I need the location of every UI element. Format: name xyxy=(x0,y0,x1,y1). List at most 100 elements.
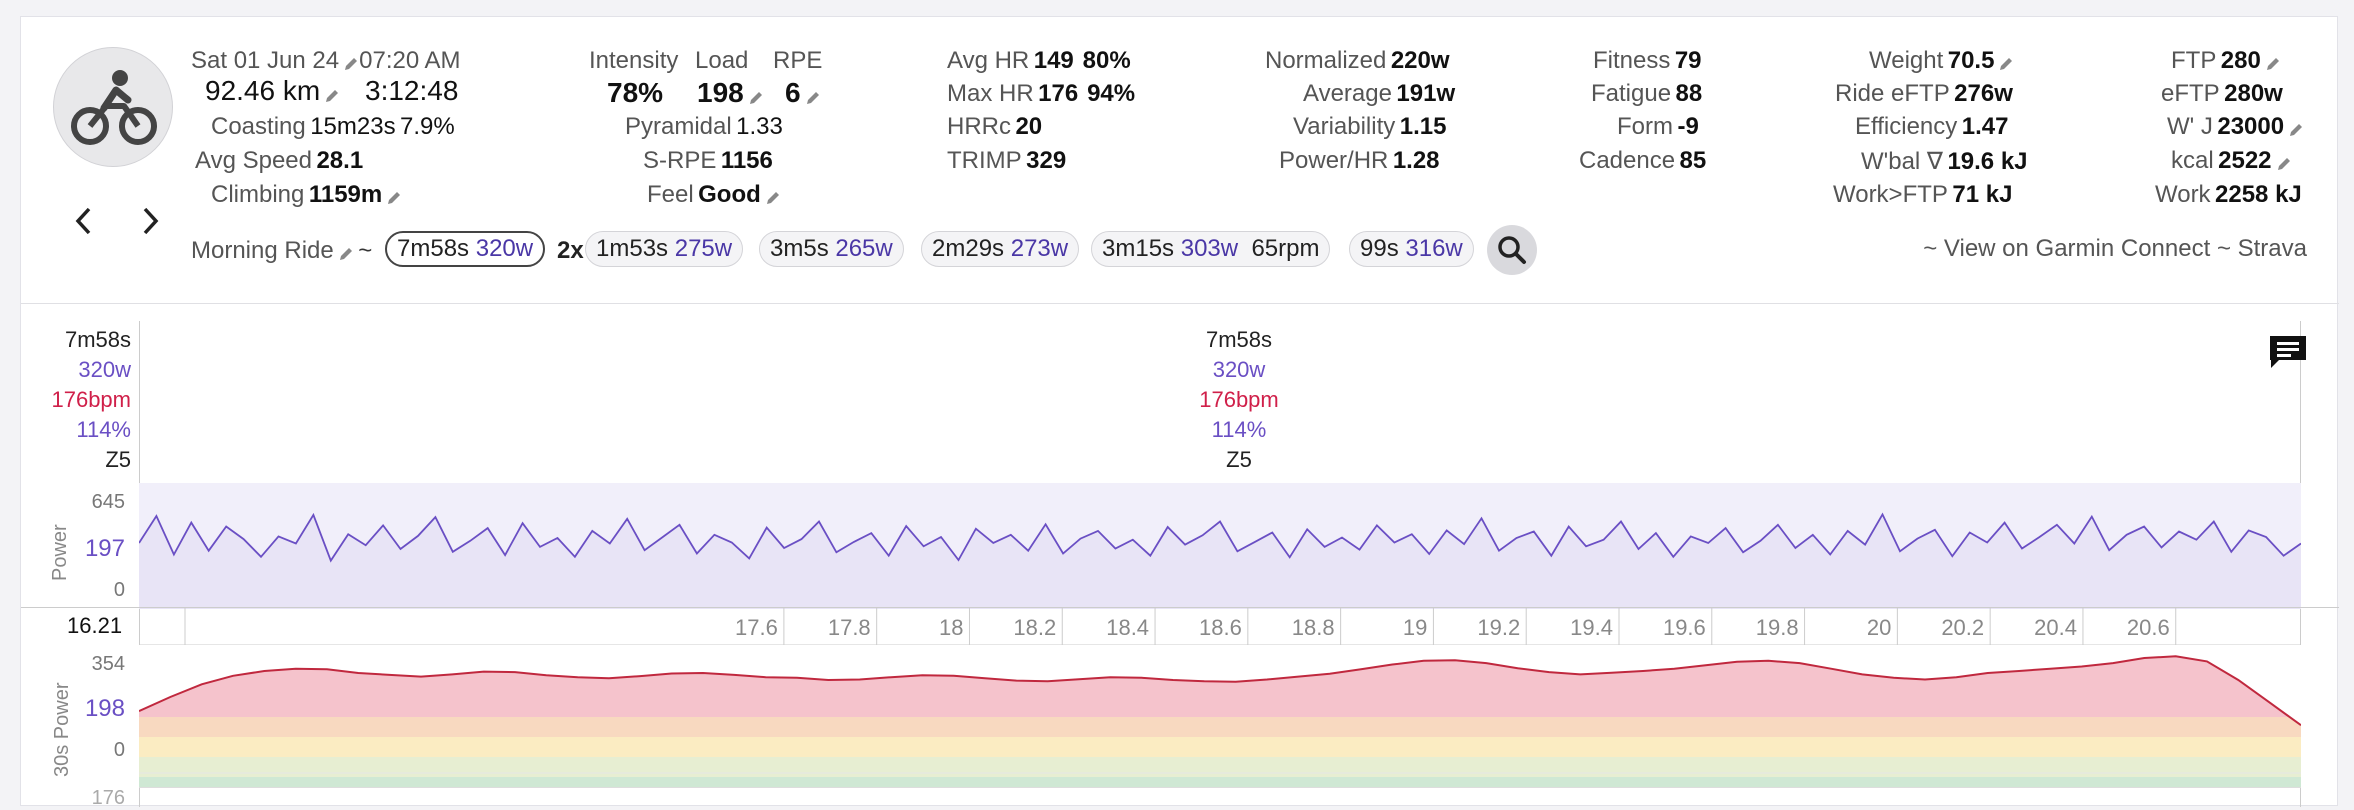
x-tick-label: 18.8 xyxy=(1292,615,1335,640)
feel-label: Feel xyxy=(647,181,694,208)
interval-chip[interactable]: 1m53s 275w xyxy=(585,231,744,267)
pencil-icon[interactable] xyxy=(748,90,764,106)
interval-chip[interactable]: 99s 316w xyxy=(1349,231,1474,267)
interval-chip[interactable]: 3m15s 303w 65rpm xyxy=(1091,231,1331,267)
interval-watts: 316w xyxy=(1405,235,1463,262)
variability-value: 1.15 xyxy=(1399,113,1447,140)
activity-panel: Sat 01 Jun 24 07:20 AM 92.46 km 3:12:48 C… xyxy=(20,16,2339,809)
ftp-field[interactable]: FTP 280 xyxy=(2171,47,2281,75)
interval-time: 3m5s xyxy=(770,235,829,262)
activity-name[interactable]: Morning Ride ~ xyxy=(191,237,372,265)
feel-field[interactable]: Feel Good xyxy=(647,181,781,209)
efficiency-label: Efficiency xyxy=(1855,113,1958,140)
activity-time: 07:20 AM xyxy=(359,47,461,74)
left-bpm: 176bpm xyxy=(51,387,131,412)
work-ftp-label: Work>FTP xyxy=(1833,181,1948,208)
trimp-value: 329 xyxy=(1026,147,1067,174)
center-time: 7m58s xyxy=(1205,327,1273,352)
kcal-field[interactable]: kcal 2522 xyxy=(2171,147,2292,175)
power30-chart[interactable] xyxy=(139,645,2301,787)
header-divider xyxy=(21,303,2339,304)
wj-field[interactable]: W' J 23000 xyxy=(2167,113,2304,141)
hrrc-label: HRRc xyxy=(947,113,1011,140)
search-icon xyxy=(1498,236,1526,264)
x-tick-label: 19.6 xyxy=(1663,615,1706,640)
hr-chart[interactable] xyxy=(139,787,2301,807)
pencil-icon[interactable] xyxy=(386,190,402,206)
rpe-value: 6 xyxy=(785,77,801,108)
average-value: 191w xyxy=(1396,80,1456,107)
work-ftp-value: 71 kJ xyxy=(1952,181,2013,208)
garmin-connect-link[interactable]: View on Garmin Connect xyxy=(1943,235,2211,262)
avg-hr-pct: 80% xyxy=(1082,47,1131,74)
ride-eftp-value: 276w xyxy=(1954,80,2013,107)
hr-ytick-partial: 176 xyxy=(91,787,125,809)
x-axis: 17.6 17.8 18 18.2 18.4 18.6 18.8 19 19.2 19.4 19.6… xyxy=(139,607,2301,646)
strava-link[interactable]: Strava xyxy=(2237,235,2307,262)
zone-band xyxy=(139,717,2301,737)
pencil-icon[interactable] xyxy=(324,88,340,104)
interval-chip[interactable]: 3m5s 265w xyxy=(759,231,904,267)
left-watts: 320w xyxy=(78,357,131,382)
x-start-label: 16.21 xyxy=(67,613,123,638)
zone-band xyxy=(139,757,2301,777)
x-tick-label: 20.2 xyxy=(1941,615,1984,640)
center-bpm: 176bpm xyxy=(1199,387,1279,412)
hrrc-value: 20 xyxy=(1015,113,1043,140)
x-tick-label: 18.2 xyxy=(1013,615,1056,640)
search-intervals-button[interactable] xyxy=(1487,225,1537,275)
interval-cadence: 65rpm xyxy=(1251,235,1320,262)
pencil-icon[interactable] xyxy=(1998,56,2014,72)
variability-label: Variability xyxy=(1293,113,1396,140)
pencil-icon[interactable] xyxy=(338,246,354,262)
interval-time: 7m58s xyxy=(397,235,470,262)
interval-chip[interactable]: 2m29s 273w xyxy=(921,231,1080,267)
power30-ytick-max: 354 xyxy=(91,653,125,675)
x-tick-label: 18 xyxy=(939,615,963,640)
pyramidal-label: Pyramidal xyxy=(625,113,732,140)
interval-time: 3m15s xyxy=(1102,235,1175,262)
rpe-field[interactable]: 6 xyxy=(785,77,821,109)
repeat-count: 2x xyxy=(557,237,584,264)
pencil-icon[interactable] xyxy=(765,190,781,206)
x-axis-line xyxy=(21,607,2339,608)
kcal-value: 2522 xyxy=(2218,147,2272,174)
coasting-label: Coasting xyxy=(211,113,306,140)
pencil-icon[interactable] xyxy=(343,56,359,72)
load-value: 198 xyxy=(697,77,744,108)
zone-band xyxy=(139,777,2301,787)
interval-chip[interactable]: 7m58s 320w xyxy=(385,231,546,267)
pencil-icon[interactable] xyxy=(2276,156,2292,172)
load-label: Load xyxy=(695,47,749,74)
duration-value: 3:12:48 xyxy=(365,75,459,106)
form-label: Form xyxy=(1617,113,1673,140)
efficiency-value: 1.47 xyxy=(1961,113,2009,140)
fatigue-label: Fatigue xyxy=(1591,80,1672,107)
work-value: 2258 kJ xyxy=(2215,181,2302,208)
interval-watts: 275w xyxy=(674,235,733,262)
normalized-label: Normalized xyxy=(1265,47,1387,74)
cadence-value: 85 xyxy=(1679,147,1707,174)
power-chart[interactable] xyxy=(139,483,2301,609)
activity-avatar xyxy=(53,47,173,167)
activity-date-time[interactable]: Sat 01 Jun 24 07:20 AM xyxy=(191,47,461,75)
coasting-pct: 7.9% xyxy=(400,113,455,140)
pencil-icon[interactable] xyxy=(805,90,821,106)
fitness-label: Fitness xyxy=(1593,47,1671,74)
pencil-icon[interactable] xyxy=(2288,122,2304,138)
cycling-icon xyxy=(71,70,157,145)
chevron-left-icon xyxy=(75,207,91,235)
x-tick-label: 17.8 xyxy=(828,615,871,640)
power-ytick-avg: 197 xyxy=(84,535,125,562)
weight-field[interactable]: Weight 70.5 xyxy=(1869,47,2014,75)
comment-icon xyxy=(2270,336,2306,368)
previous-activity-button[interactable] xyxy=(69,201,99,241)
next-activity-button[interactable] xyxy=(135,201,165,241)
distance[interactable]: 92.46 km xyxy=(205,75,340,107)
left-time: 7m58s xyxy=(64,327,131,352)
comments-button[interactable] xyxy=(2267,333,2309,371)
pencil-icon[interactable] xyxy=(2265,56,2281,72)
pyramidal-value: 1.33 xyxy=(736,113,783,140)
cadence-label: Cadence xyxy=(1579,147,1676,174)
average-label: Average xyxy=(1303,80,1392,107)
